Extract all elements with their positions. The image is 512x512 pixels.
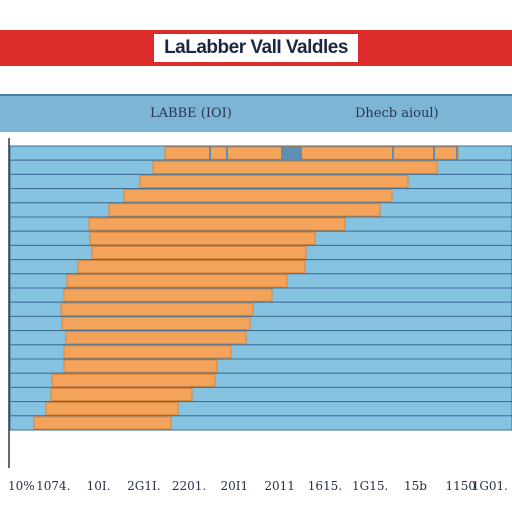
- header-band: LABBE (IOI) Dhecb aioul): [0, 94, 512, 132]
- bar-marker: [456, 147, 458, 160]
- bar: [61, 316, 251, 331]
- x-tick-label: 1G15.: [352, 479, 388, 493]
- bar: [60, 302, 254, 316]
- bar: [91, 245, 307, 260]
- bar: [77, 260, 306, 274]
- bar: [51, 373, 216, 387]
- bar: [33, 416, 172, 430]
- header-right-label: Dhecb aioul): [355, 106, 439, 121]
- title-bar: LaLabber ValI Valdles: [0, 30, 512, 66]
- bar-marker: [433, 147, 435, 160]
- bar: [88, 217, 346, 231]
- bar-chart: [8, 138, 512, 468]
- x-tick-label: 1615.: [308, 479, 342, 493]
- x-tick-label: 15b: [404, 479, 427, 493]
- bar: [45, 402, 179, 416]
- bar: [164, 146, 459, 160]
- x-tick-label: 2011: [264, 479, 295, 493]
- bar-marker: [209, 147, 211, 160]
- bar-marker: [226, 147, 228, 160]
- bar: [152, 160, 438, 174]
- bar: [66, 274, 288, 288]
- bar-marker: [392, 147, 394, 160]
- x-tick-label: 10%: [8, 479, 35, 493]
- bar: [63, 288, 273, 302]
- bar-marker: [281, 147, 302, 160]
- bar: [139, 174, 409, 189]
- bar: [63, 359, 218, 373]
- x-axis: 10% 1074. 10I. 2G1I. 2201. 20I1 2011 1615. 1G15.…: [8, 479, 508, 493]
- header-left-label: LABBE (IOI): [150, 106, 232, 121]
- x-tick-label: 1150: [445, 479, 476, 493]
- bar: [123, 189, 393, 203]
- x-tick-label: 20I1: [221, 479, 249, 493]
- x-tick-label: 2G1I.: [127, 479, 160, 493]
- bar: [89, 231, 316, 245]
- bar: [50, 387, 193, 402]
- x-tick-label: 2201.: [172, 479, 206, 493]
- bar: [63, 345, 232, 359]
- chart-area: [0, 138, 512, 468]
- bar: [65, 331, 247, 345]
- x-tick-label: 1074.: [36, 479, 70, 493]
- bar: [108, 203, 381, 217]
- chart-title: LaLabber ValI Valdles: [154, 34, 358, 62]
- x-tick-label: 1G01.: [472, 479, 508, 493]
- x-tick-label: 10I.: [87, 479, 111, 493]
